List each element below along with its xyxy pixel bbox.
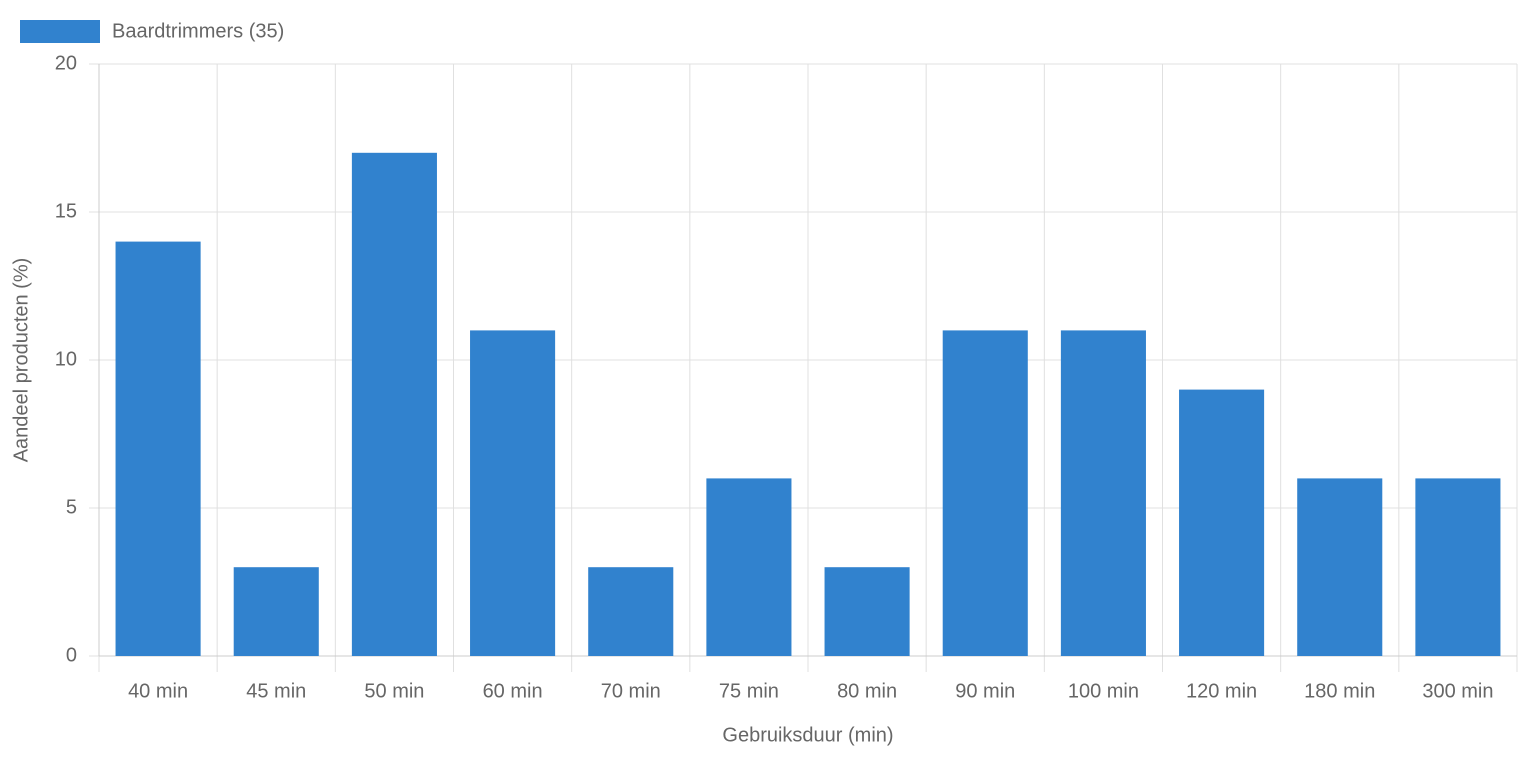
bar [1415, 478, 1501, 656]
x-tick-label: 90 min [955, 680, 1015, 702]
y-tick-label: 15 [55, 200, 77, 222]
x-tick-label: 180 min [1304, 680, 1375, 702]
y-tick-label: 20 [55, 52, 77, 74]
x-tick-label: 100 min [1068, 680, 1139, 702]
x-tick-label: 75 min [719, 680, 779, 702]
y-tick-label: 5 [66, 496, 77, 518]
bar [1179, 389, 1265, 656]
x-tick-label: 80 min [837, 680, 897, 702]
x-tick-label: 60 min [483, 680, 543, 702]
x-tick-label: 70 min [601, 680, 661, 702]
x-tick-label: 120 min [1186, 680, 1257, 702]
bar [233, 567, 319, 656]
legend-label: Baardtrimmers (35) [112, 20, 284, 42]
x-tick-label: 45 min [246, 680, 306, 702]
bar [942, 330, 1028, 656]
bar [1060, 330, 1146, 656]
bar [351, 152, 437, 657]
bar [706, 478, 792, 656]
x-axis-title: Gebruiksduur (min) [722, 724, 893, 746]
bar [115, 241, 201, 656]
bar [588, 567, 674, 656]
x-tick-label: 300 min [1422, 680, 1493, 702]
y-tick-label: 10 [55, 348, 77, 370]
bar [1297, 478, 1383, 656]
x-tick-label: 50 min [364, 680, 424, 702]
bar [470, 330, 556, 656]
x-tick-label: 40 min [128, 680, 188, 702]
y-tick-label: 0 [66, 644, 77, 666]
y-axis-title: Aandeel producten (%) [10, 258, 32, 463]
bar [824, 567, 910, 656]
legend-swatch [20, 20, 100, 43]
